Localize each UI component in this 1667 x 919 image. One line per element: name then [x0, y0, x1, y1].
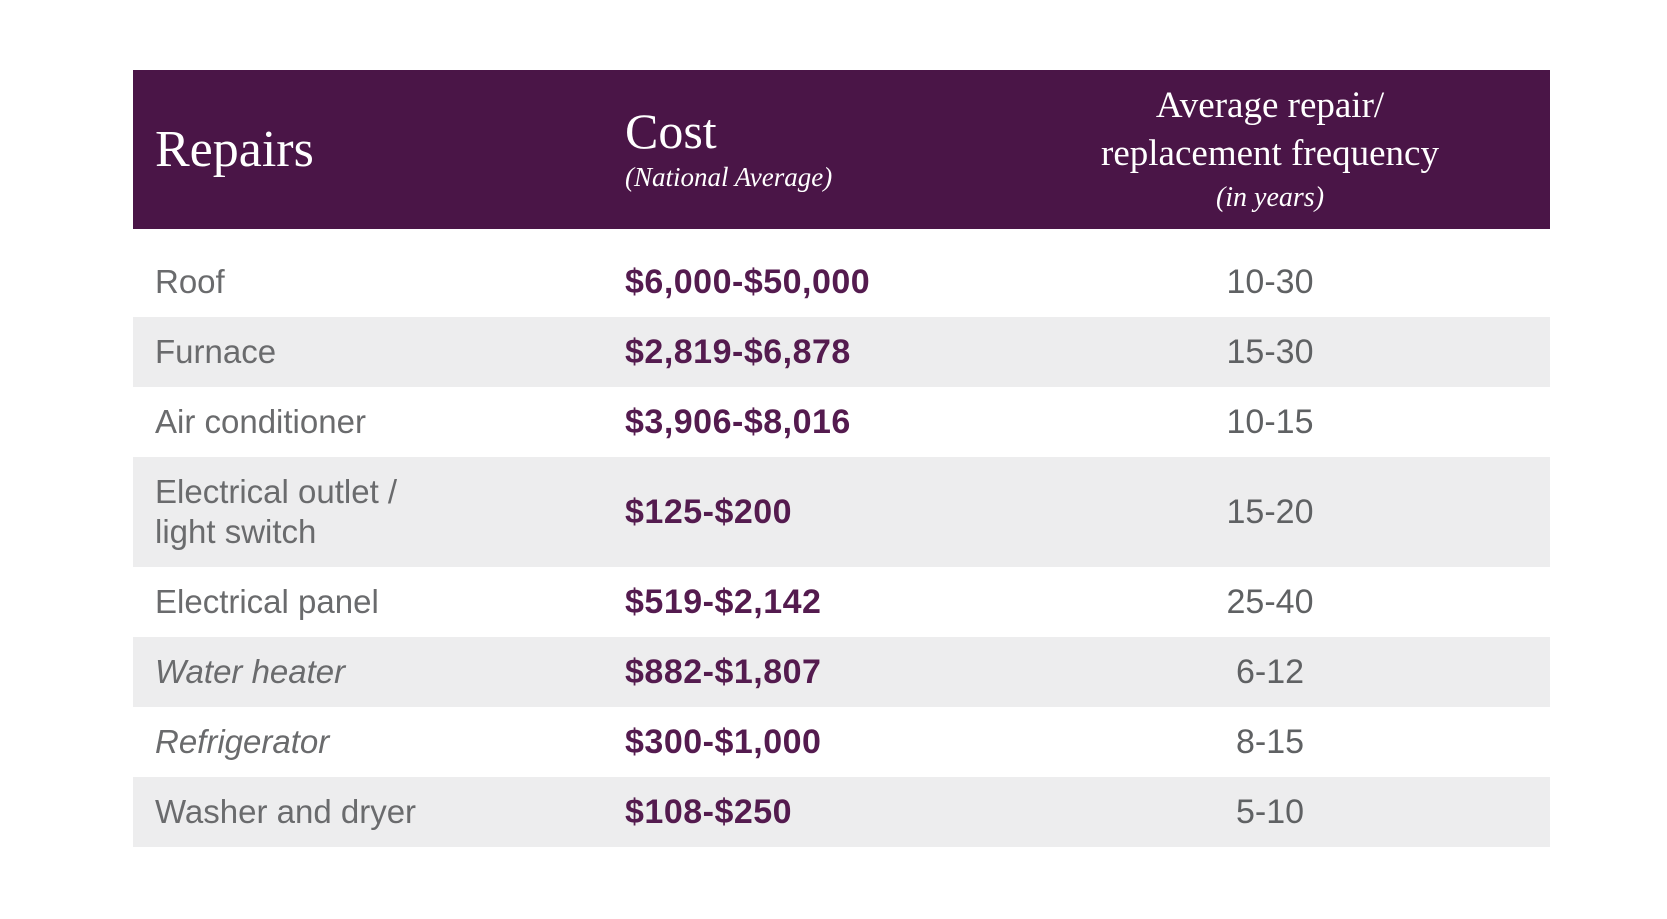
table-row: Electrical outlet / light switch $125-$2… — [133, 457, 1550, 567]
header-cost-cell: Cost (National Average) — [625, 106, 990, 193]
table-body: Roof $6,000-$50,000 10-30 Furnace $2,819… — [133, 247, 1550, 847]
repair-name-cell: Refrigerator — [155, 723, 330, 760]
table-header-row: Repairs Cost (National Average) Average … — [133, 70, 1550, 229]
cost-value-cell: $3,906-$8,016 — [625, 403, 851, 441]
header-repairs-label: Repairs — [155, 120, 314, 178]
cost-value-cell: $108-$250 — [625, 793, 793, 831]
cost-value-cell: $2,819-$6,878 — [625, 333, 851, 371]
frequency-value-cell: 5-10 — [1235, 793, 1305, 831]
table-row: Roof $6,000-$50,000 10-30 — [133, 247, 1550, 317]
frequency-value-cell: 25-40 — [1226, 583, 1314, 621]
header-frequency-sublabel: (in years) — [1215, 181, 1325, 213]
cost-value-cell: $882-$1,807 — [625, 653, 822, 691]
frequency-value-cell: 10-15 — [1226, 403, 1314, 441]
header-frequency-label-line1: Average repair/ — [1155, 84, 1385, 126]
table-row: Washer and dryer $108-$250 5-10 — [133, 777, 1550, 847]
repair-name-cell: Furnace — [155, 333, 277, 370]
cost-value-cell: $519-$2,142 — [625, 583, 822, 621]
repair-name-cell: Electrical panel — [155, 583, 379, 620]
frequency-value-cell: 6-12 — [1235, 653, 1305, 691]
table-row: Air conditioner $3,906-$8,016 10-15 — [133, 387, 1550, 457]
repair-name-cell: Water heater — [155, 653, 346, 690]
frequency-value-cell: 15-30 — [1226, 333, 1314, 371]
cost-value-cell: $6,000-$50,000 — [625, 263, 871, 301]
repair-name-cell: Electrical outlet / light switch — [155, 473, 398, 550]
repair-name-cell: Washer and dryer — [155, 793, 417, 830]
header-cost-sublabel: (National Average) — [625, 162, 833, 192]
table-row: Electrical panel $519-$2,142 25-40 — [133, 567, 1550, 637]
frequency-value-cell: 15-20 — [1226, 493, 1314, 531]
header-frequency-label-line2: replacement frequency — [1101, 132, 1439, 174]
table-row: Furnace $2,819-$6,878 15-30 — [133, 317, 1550, 387]
cost-value-cell: $125-$200 — [625, 493, 793, 531]
header-frequency-cell: Average repair/ replacement frequency (i… — [990, 82, 1550, 218]
frequency-value-cell: 10-30 — [1226, 263, 1314, 301]
repair-name-cell: Air conditioner — [155, 403, 366, 440]
frequency-value-cell: 8-15 — [1235, 723, 1305, 761]
repair-cost-table: Repairs Cost (National Average) Average … — [133, 70, 1550, 847]
repair-name-cell: Roof — [155, 263, 225, 300]
table-row: Water heater $882-$1,807 6-12 — [133, 637, 1550, 707]
header-repairs-cell: Repairs — [133, 120, 625, 178]
cost-value-cell: $300-$1,000 — [625, 723, 822, 761]
table-row: Refrigerator $300-$1,000 8-15 — [133, 707, 1550, 777]
header-cost-label: Cost — [625, 103, 717, 159]
